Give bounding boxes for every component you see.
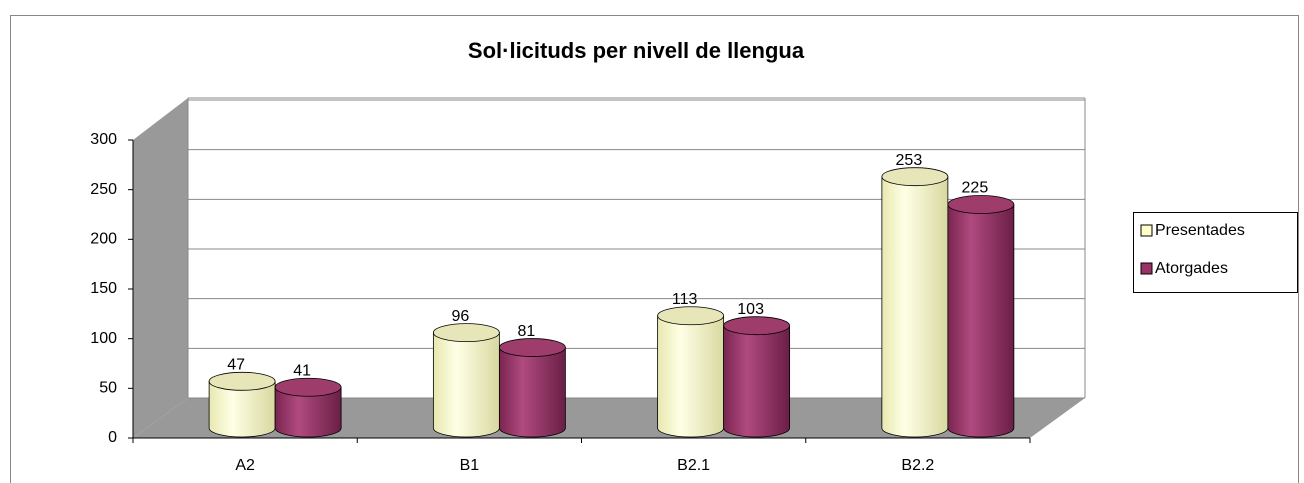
y-tick-label: 200 [90, 231, 117, 248]
cylinder [274, 386, 342, 438]
x-tick-label: A2 [235, 457, 255, 474]
value-label: 81 [517, 323, 535, 340]
value-label: 113 [672, 291, 698, 308]
y-tick-label: 300 [90, 131, 117, 148]
side-wall [133, 98, 188, 438]
value-label: 96 [451, 308, 469, 325]
legend-label: Atorgades [1155, 260, 1228, 277]
value-label: 225 [962, 180, 989, 197]
value-label: 103 [737, 301, 764, 318]
cylinder [432, 332, 500, 438]
cylinder-top [723, 316, 791, 336]
legend-swatch [1140, 262, 1153, 275]
legend-swatch [1140, 224, 1153, 237]
y-tick-label: 250 [90, 181, 117, 198]
value-label: 47 [227, 357, 245, 374]
x-tick-label: B2.1 [677, 457, 710, 474]
cylinder [208, 380, 276, 438]
legend-label: Presentades [1155, 222, 1245, 239]
x-tick-label: B2.2 [901, 457, 934, 474]
x-tick-label: B1 [460, 457, 480, 474]
cylinder-top [947, 195, 1015, 214]
cylinder-top [274, 377, 342, 397]
cylinder-top [881, 167, 949, 187]
cylinder-top [498, 338, 566, 357]
chart-title: Sol·licituds per nivell de llengua [468, 38, 805, 63]
cylinder [881, 176, 949, 438]
cylinder [947, 204, 1015, 438]
y-tick-label: 50 [99, 380, 117, 397]
y-tick-label: 0 [108, 429, 117, 446]
cylinder [723, 325, 791, 438]
legend-box [1133, 212, 1298, 293]
value-label: 41 [293, 362, 311, 379]
cylinder-top [432, 323, 500, 343]
floor [133, 398, 1085, 438]
y-tick-label: 150 [90, 280, 117, 297]
cylinder-top [657, 306, 725, 326]
cylinder-top [208, 371, 276, 391]
cylinder [657, 315, 725, 438]
y-tick-label: 100 [90, 330, 117, 347]
cylinder [498, 347, 566, 438]
value-label: 253 [896, 152, 923, 169]
